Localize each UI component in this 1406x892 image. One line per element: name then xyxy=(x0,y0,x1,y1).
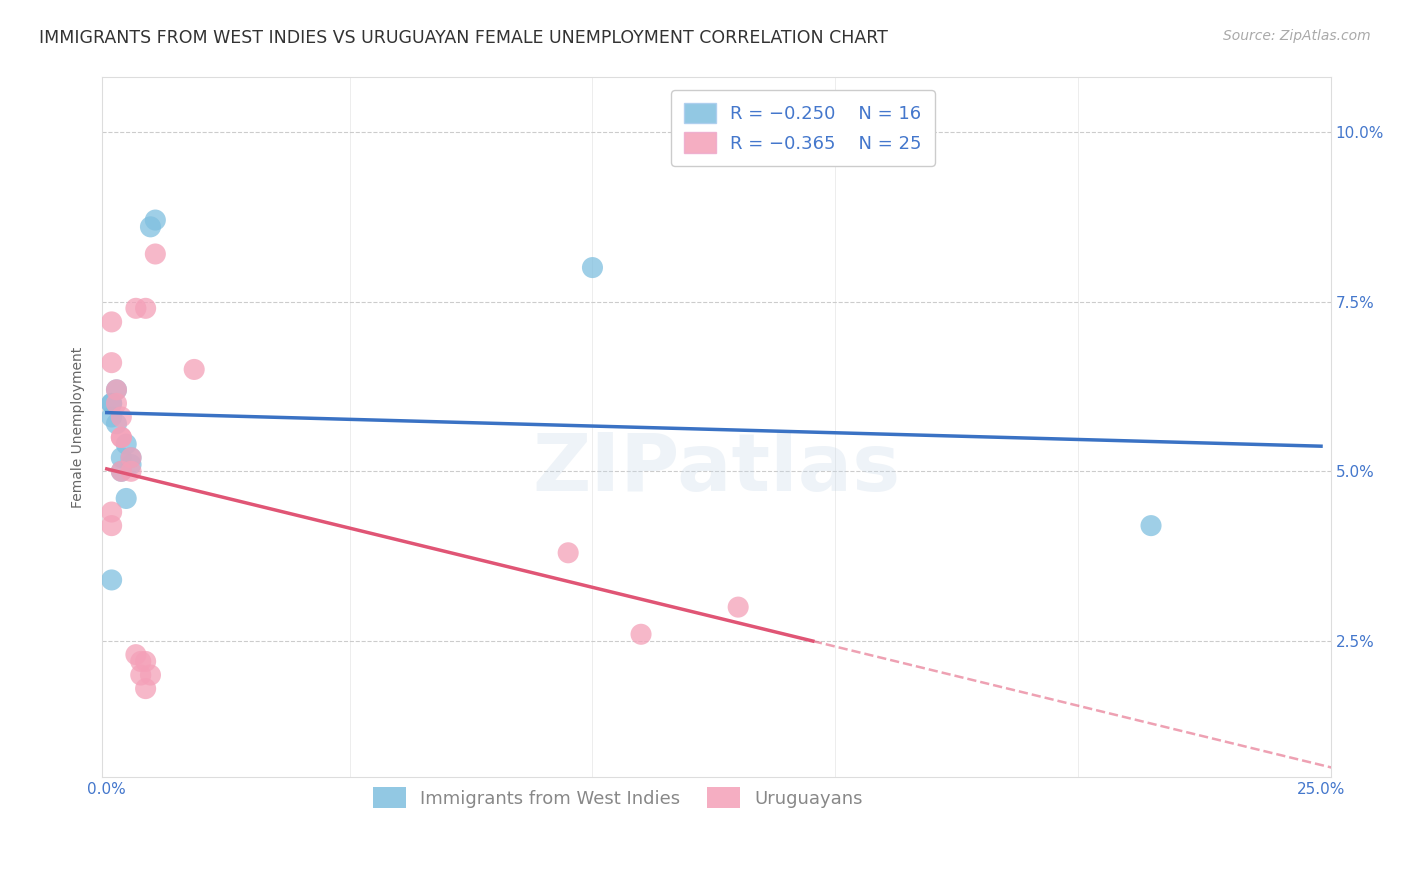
Point xyxy=(105,383,128,397)
Point xyxy=(100,396,122,410)
Point xyxy=(120,458,142,472)
Point xyxy=(100,315,122,329)
Point xyxy=(557,546,579,560)
Y-axis label: Female Unemployment: Female Unemployment xyxy=(72,346,86,508)
Point xyxy=(125,648,148,662)
Point xyxy=(129,655,152,669)
Point xyxy=(110,409,132,424)
Point xyxy=(120,450,142,465)
Point xyxy=(139,668,162,682)
Point xyxy=(110,464,132,478)
Point xyxy=(727,600,749,615)
Point xyxy=(139,219,162,234)
Point xyxy=(143,247,166,261)
Text: Source: ZipAtlas.com: Source: ZipAtlas.com xyxy=(1223,29,1371,43)
Point xyxy=(110,450,132,465)
Point xyxy=(100,396,122,410)
Point xyxy=(105,396,128,410)
Point xyxy=(125,301,148,316)
Point xyxy=(100,573,122,587)
Point xyxy=(1140,518,1163,533)
Point xyxy=(143,213,166,227)
Point xyxy=(110,464,132,478)
Point xyxy=(100,356,122,370)
Point xyxy=(630,627,652,641)
Point xyxy=(135,655,157,669)
Point xyxy=(115,491,138,506)
Point xyxy=(135,681,157,696)
Point xyxy=(100,518,122,533)
Point xyxy=(105,383,128,397)
Point xyxy=(120,464,142,478)
Text: ZIPatlas: ZIPatlas xyxy=(533,430,900,508)
Point xyxy=(100,505,122,519)
Point xyxy=(120,450,142,465)
Legend: Immigrants from West Indies, Uruguayans: Immigrants from West Indies, Uruguayans xyxy=(366,780,870,815)
Point xyxy=(581,260,603,275)
Point xyxy=(100,409,122,424)
Point xyxy=(110,430,132,444)
Point xyxy=(183,362,205,376)
Point xyxy=(110,430,132,444)
Point xyxy=(105,417,128,431)
Point xyxy=(129,668,152,682)
Point xyxy=(115,437,138,451)
Text: IMMIGRANTS FROM WEST INDIES VS URUGUAYAN FEMALE UNEMPLOYMENT CORRELATION CHART: IMMIGRANTS FROM WEST INDIES VS URUGUAYAN… xyxy=(39,29,889,46)
Point xyxy=(135,301,157,316)
